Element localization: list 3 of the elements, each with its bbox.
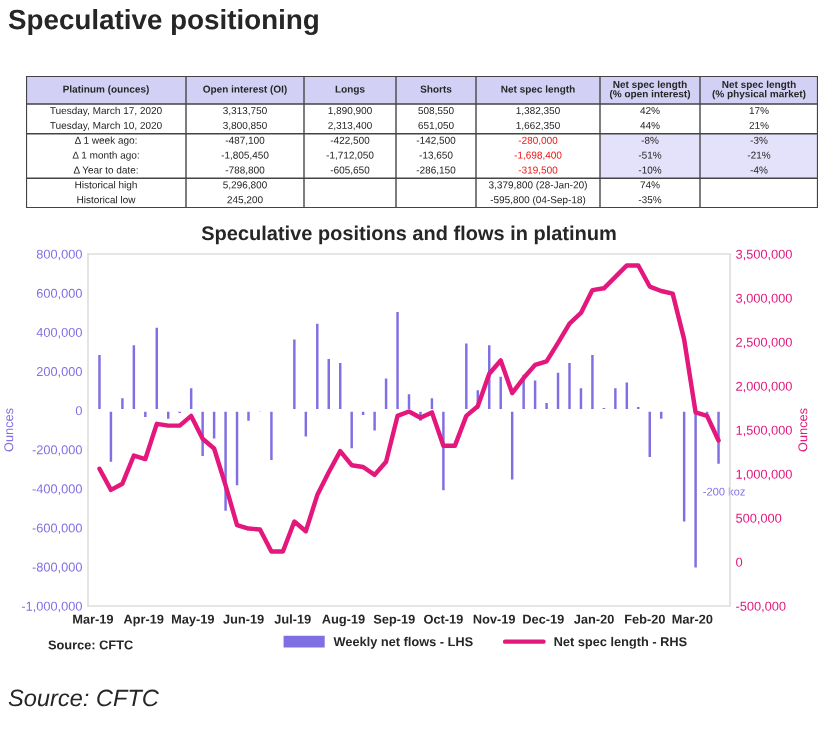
chart-title: Speculative positions and flows in platinum (201, 225, 616, 245)
source-note: Source: CFTC (8, 689, 159, 707)
text: Speculative positioning (8, 8, 318, 36)
